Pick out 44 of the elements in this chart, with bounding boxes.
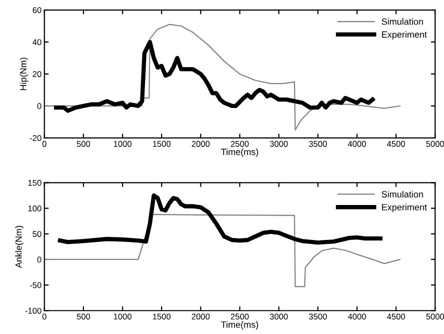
x-tick-label: 1500: [152, 140, 171, 147]
y-tick-label: 20: [32, 71, 42, 78]
x-tick-label: 4000: [348, 140, 366, 147]
y-tick-label: 40: [32, 39, 42, 46]
x-tick-label: 3500: [308, 140, 327, 147]
line-series: [58, 193, 383, 245]
x-tick-label: 4000: [348, 314, 366, 320]
x-tick-label: 1000: [114, 140, 132, 147]
x-tick-label: 2000: [192, 314, 210, 320]
legend-label: Simulation: [382, 190, 423, 198]
x-tick-label: 2500: [230, 140, 249, 147]
legend-label: Simulation: [382, 18, 423, 25]
legend-label: Experiment: [382, 204, 427, 212]
line-series: [54, 40, 375, 113]
x-tick-label: 5000: [426, 140, 444, 147]
x-tick-label: 4500: [386, 140, 405, 147]
x-tick-label: 500: [76, 140, 90, 147]
y-axis-title: Hip(Nm): [20, 58, 28, 90]
legend-label: Experiment: [382, 31, 427, 40]
x-tick-label: 0: [42, 140, 46, 147]
x-axis-title: Time(ms): [221, 148, 258, 157]
x-tick-label: 0: [42, 314, 46, 320]
x-tick-label: 3500: [308, 314, 327, 320]
line-series: [44, 214, 401, 288]
x-tick-label: 500: [76, 314, 90, 320]
x-tick-label: 5000: [426, 314, 444, 320]
y-tick-label: -50: [30, 282, 42, 288]
y-tick-label: 100: [28, 205, 42, 212]
x-tick-label: 1000: [114, 314, 132, 320]
y-axis-title: Ankle(Nm): [15, 226, 24, 268]
y-tick-label: 0: [37, 256, 42, 263]
y-tick-label: -20: [30, 135, 42, 142]
x-tick-label: 3000: [270, 314, 288, 320]
y-tick-label: 150: [28, 180, 42, 186]
x-tick-label: 4500: [386, 314, 405, 320]
y-tick-label: 60: [32, 7, 42, 14]
y-tick-label: 50: [32, 231, 42, 237]
x-tick-label: 1500: [152, 314, 171, 320]
x-tick-label: 2500: [230, 314, 249, 320]
y-tick-label: -100: [25, 308, 42, 314]
x-axis-title: Time(ms): [221, 321, 258, 330]
y-tick-label: 0: [37, 103, 42, 110]
x-tick-label: 2000: [192, 140, 210, 147]
x-tick-label: 3000: [270, 140, 288, 147]
